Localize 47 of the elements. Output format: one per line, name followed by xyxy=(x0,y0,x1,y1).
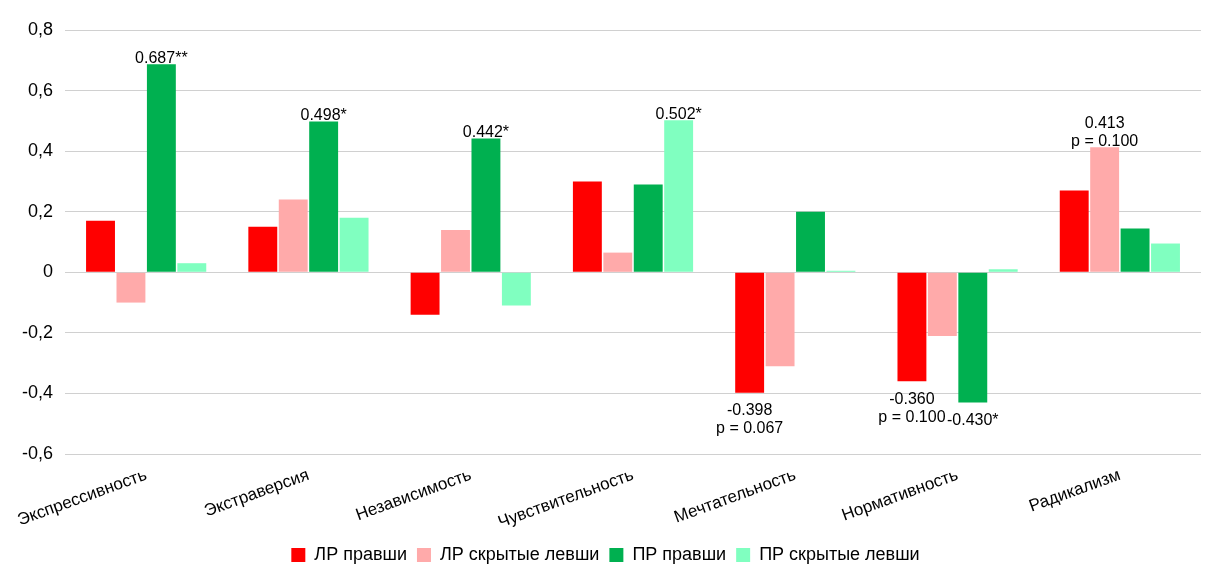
y-tick-label: -0,6 xyxy=(21,442,54,463)
bar xyxy=(897,272,927,382)
bar xyxy=(116,272,146,303)
bar xyxy=(633,184,663,272)
bar xyxy=(1120,228,1150,272)
bar xyxy=(927,272,957,336)
data-label: 0.687** xyxy=(135,48,188,66)
bar xyxy=(664,120,694,272)
bar xyxy=(1151,243,1180,272)
bar xyxy=(735,272,765,393)
y-tick-label: -0,2 xyxy=(21,321,54,342)
bar xyxy=(86,220,115,272)
data-label: -0.398 p = 0.067 xyxy=(716,401,784,437)
data-label: -0.360 p = 0.100 xyxy=(878,389,946,425)
y-tick-label: 0,2 xyxy=(27,200,54,221)
y-tick-label: -0,4 xyxy=(21,382,54,403)
bar xyxy=(796,211,825,272)
bar xyxy=(278,199,308,272)
bar xyxy=(248,226,278,272)
bar xyxy=(441,229,470,272)
bar xyxy=(177,263,207,272)
legend-label: ЛР скрытые левши xyxy=(439,543,600,564)
bar xyxy=(765,272,795,367)
bar xyxy=(501,272,531,306)
bar xyxy=(410,272,440,315)
bar xyxy=(958,272,988,403)
data-label: 0.442* xyxy=(462,122,510,140)
bar xyxy=(1059,190,1089,272)
bar xyxy=(988,269,1018,272)
data-label: 0.502* xyxy=(655,104,702,122)
y-tick-label: 0,6 xyxy=(27,79,54,100)
bar xyxy=(572,181,602,272)
bar xyxy=(339,217,369,272)
bar xyxy=(471,138,501,272)
data-label: 0.413 p = 0.100 xyxy=(1071,113,1139,149)
y-tick-label: 0,8 xyxy=(27,18,54,39)
bar xyxy=(146,64,176,272)
y-tick-label: 0 xyxy=(43,261,54,282)
data-label: 0.498* xyxy=(300,105,347,123)
legend-label: ЛР правши xyxy=(314,543,407,564)
data-label: -0.430* xyxy=(946,410,999,428)
bar xyxy=(603,252,633,272)
bar xyxy=(309,121,339,272)
bar xyxy=(1090,147,1120,272)
y-tick-label: 0,4 xyxy=(27,140,54,161)
legend-label: ПР правши xyxy=(632,543,727,564)
legend-label: ПР скрытые левши xyxy=(759,543,920,564)
